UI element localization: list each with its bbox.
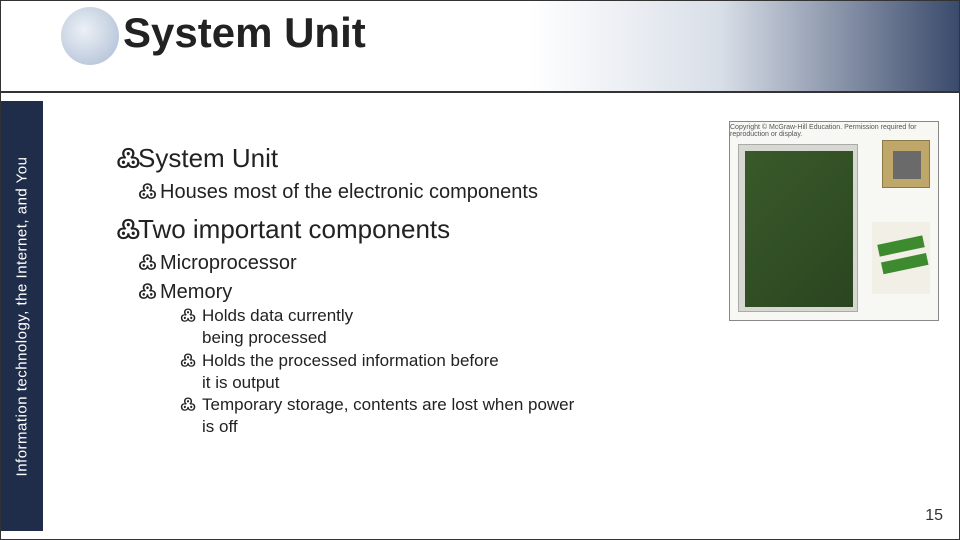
bullet-level1: ߷System Unit xyxy=(116,139,836,175)
bullet-level3-cont: is off xyxy=(202,416,836,437)
image-copyright-caption: Copyright © McGraw-Hill Education. Permi… xyxy=(730,124,934,138)
motherboard-icon xyxy=(745,151,853,307)
bullet-icon: ߷ xyxy=(138,277,160,304)
text-mem1b: being processed xyxy=(202,328,327,347)
text-h1a-sub1: Houses most of the electronic components xyxy=(160,181,538,203)
bullet-icon: ߷ xyxy=(138,248,160,275)
content-area: ߷System Unit ߷Houses most of the electro… xyxy=(116,133,836,438)
computer-case-icon xyxy=(738,144,858,312)
bullet-icon: ߷ xyxy=(116,139,138,175)
text-mem2b: it is output xyxy=(202,373,280,392)
chip-core-icon xyxy=(893,151,921,179)
system-unit-image: Copyright © McGraw-Hill Education. Permi… xyxy=(729,121,939,321)
header-band: System Unit xyxy=(1,1,959,93)
slide-title: System Unit xyxy=(123,9,366,57)
microprocessor-icon xyxy=(882,140,930,188)
sidebar-vertical-text: Information technology, the Internet, an… xyxy=(14,156,31,476)
page-number: 15 xyxy=(925,507,943,525)
text-h1a: System Unit xyxy=(138,143,278,173)
text-mem3a: Temporary storage, contents are lost whe… xyxy=(202,395,574,414)
bullet-icon: ߷ xyxy=(180,394,202,415)
slide: System Unit Information technology, the … xyxy=(0,0,960,540)
text-h1b-sub1: Microprocessor xyxy=(160,252,297,274)
bullet-icon: ߷ xyxy=(180,350,202,371)
ram-stick-icon xyxy=(877,235,924,256)
text-mem2a: Holds the processed information before xyxy=(202,351,499,370)
sidebar-vertical-label: Information technology, the Internet, an… xyxy=(1,101,43,531)
bullet-icon: ߷ xyxy=(180,305,202,326)
bullet-level1: ߷Two important components xyxy=(116,210,836,246)
bullet-level3: ߷Temporary storage, contents are lost wh… xyxy=(180,394,836,415)
text-mem3b: is off xyxy=(202,417,238,436)
text-h1b-sub2: Memory xyxy=(160,281,232,303)
text-mem1a: Holds data currently xyxy=(202,306,353,325)
bullet-icon: ߷ xyxy=(138,177,160,204)
bullet-level3-cont: being processed xyxy=(202,327,836,348)
bullet-level3: ߷Holds the processed information before xyxy=(180,350,836,371)
text-h1b: Two important components xyxy=(138,214,450,244)
bullet-icon: ߷ xyxy=(116,210,138,246)
memory-module-icon xyxy=(872,222,930,294)
globe-icon xyxy=(61,7,119,65)
bullet-level3-cont: it is output xyxy=(202,372,836,393)
